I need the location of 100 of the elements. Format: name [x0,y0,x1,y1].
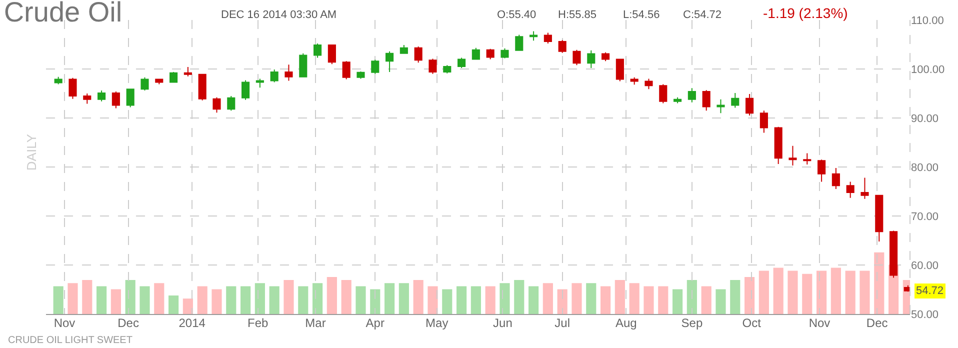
bar [629,283,640,314]
bar [830,268,841,314]
annotation: H:55.85 [558,9,597,21]
bar [572,283,582,314]
bar [226,286,236,314]
bar [514,280,524,314]
bar [672,289,683,314]
candlestick [371,59,380,74]
bar [398,283,409,314]
bar [816,270,827,314]
candlestick [602,52,610,62]
y-tick-label: 110.00 [911,14,944,27]
bar [140,286,150,314]
y-tick-label: 50.00 [911,308,939,321]
candlestick [530,30,538,42]
x-tick-label: 2014 [178,316,206,330]
candlestick [731,92,740,108]
bar [586,283,596,314]
candlestick [572,49,581,66]
bar [500,283,510,314]
chart-title: Crude Oil [4,0,122,28]
x-tick-label: Dec [866,316,888,330]
x-tick-label: Nov [808,316,830,330]
bar [182,298,193,314]
candlestick [630,76,638,86]
candlestick [314,43,322,58]
candlestick [68,77,77,100]
candlestick [328,44,336,65]
candlestick [846,181,854,198]
candlestick [400,44,408,54]
candlestick [860,177,869,200]
candlestick [428,58,437,74]
x-tick-label: Mar [305,316,326,330]
x-tick-label: Oct [742,316,762,330]
y-tick-label: 80.00 [911,162,939,174]
candlestick [198,74,206,101]
bar [341,280,352,314]
candlestick [587,50,596,69]
bar [860,270,870,314]
bar [442,289,452,314]
bar [168,295,179,314]
candlestick [544,32,552,44]
x-tick-label: Feb [248,316,269,330]
candlestick [443,64,452,74]
bar [254,283,265,314]
y-tick-label: 60.00 [911,260,939,272]
bar [600,286,611,314]
bar [658,286,668,314]
x-tick-label: Jul [554,316,570,330]
candlestick [472,47,480,60]
bar [802,274,812,314]
bar [758,270,769,314]
x-tick-label: Sep [681,316,703,330]
candlestick [184,66,192,77]
annotation: O:55.40 [497,9,536,21]
candlestick [832,167,840,190]
bar [240,286,251,314]
bar [413,280,424,314]
annotation: -1.19 (2.13%) [763,5,848,21]
bar [456,286,467,314]
annotation: DEC 16 2014 03:30 AM [221,9,337,21]
annotation: L:54.56 [623,9,660,21]
candlestick [242,80,250,100]
bar [96,286,107,314]
candlestick [486,48,494,60]
candlestick [212,96,221,114]
y-tick-label: 70.00 [911,210,939,223]
candlestick [170,71,178,84]
bar [614,280,625,314]
bar [312,283,323,314]
bar [716,289,726,314]
bar [428,286,438,314]
candlestick [774,126,782,165]
bar [154,283,164,314]
bar [644,286,654,314]
candlestick [558,40,566,54]
x-tick-label: May [426,316,448,330]
bar [845,270,856,314]
candlestick [659,84,668,104]
bar [298,286,308,314]
bar [730,280,740,314]
candlestick [284,64,293,82]
bar [485,286,496,314]
x-tick-label: Jun [493,316,512,330]
candlestick [674,96,682,104]
bar [125,280,136,314]
candlestick [702,90,710,112]
candlestick [644,78,653,90]
bar [788,270,798,314]
candlestick [500,48,509,59]
x-tick-label: Apr [366,316,384,330]
bar [557,289,568,314]
bar [269,286,280,314]
candlestick [83,93,92,104]
y-tick-label: 90.00 [911,112,939,125]
text: 54.72 [916,285,944,297]
candlestick [98,90,106,102]
x-tick-label: Aug [615,316,637,330]
bar [284,280,294,314]
x-tick-label: Dec [118,316,139,330]
